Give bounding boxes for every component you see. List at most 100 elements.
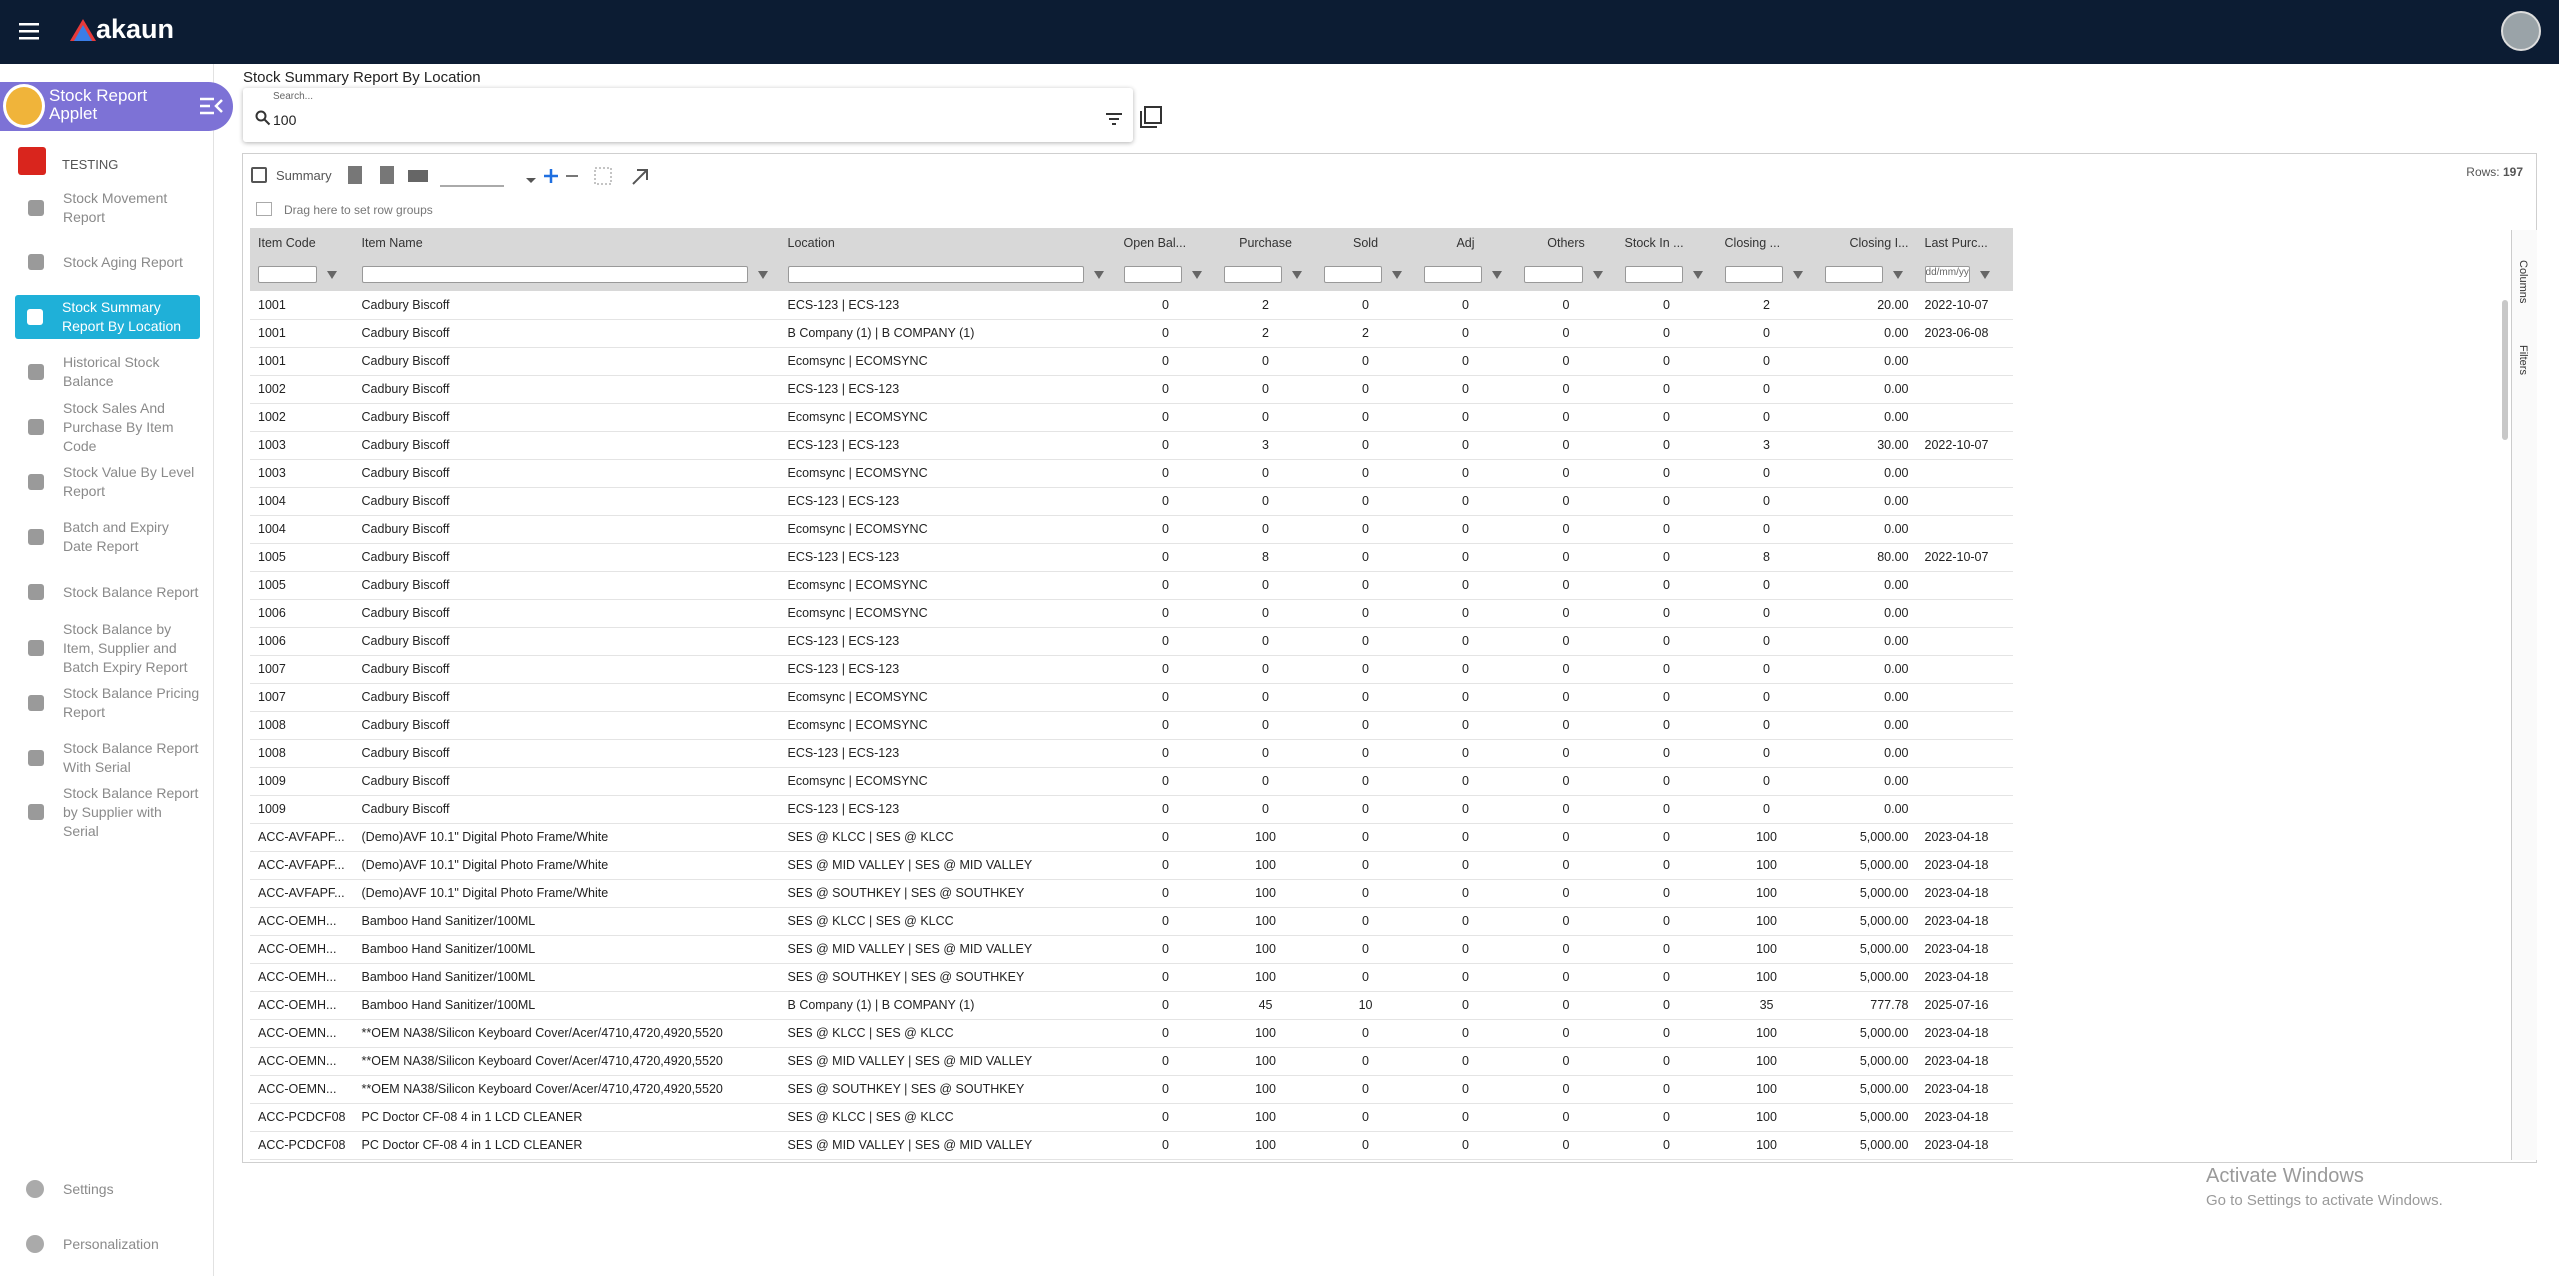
table-row[interactable]: 1006 Cadbury Biscoff Ecomsync | ECOMSYNC 0 0… xyxy=(250,599,2013,627)
table-row[interactable]: ACC-OEMH... Bamboo Hand Sanitizer/100ML SE… xyxy=(250,963,2013,991)
side-tab[interactable]: Columns xyxy=(2517,260,2529,304)
sidebar-footer-item[interactable]: Personalization xyxy=(14,1232,200,1256)
filter-input[interactable] xyxy=(1223,266,1283,283)
table-row[interactable]: 1005 Cadbury Biscoff Ecomsync | ECOMSYNC 0 0… xyxy=(250,571,2013,599)
table-row[interactable]: 1009 Cadbury Biscoff Ecomsync | ECOMSYNC 0 0… xyxy=(250,767,2013,795)
column-header[interactable]: Stock In ... xyxy=(1616,228,1717,258)
table-row[interactable]: 1001 Cadbury Biscoff ECS-123 | ECS-123 0 2 0 0… xyxy=(250,291,2013,319)
column-header[interactable]: Closing ... xyxy=(1716,228,1817,258)
table-row[interactable]: 1008 Cadbury Biscoff ECS-123 | ECS-123 0 0 0 0… xyxy=(250,739,2013,767)
filter-icon[interactable] xyxy=(1979,270,1990,279)
table-cell: Cadbury Biscoff xyxy=(361,606,450,620)
table-row[interactable]: 1002 Cadbury Biscoff ECS-123 | ECS-123 0 0 0 0… xyxy=(250,375,2013,403)
menu-button[interactable] xyxy=(19,22,41,40)
table-row[interactable]: ACC-PCDCF08 PC Doctor CF-08 4 in 1 LCD CL… xyxy=(250,1103,2013,1131)
column-header[interactable]: Adj xyxy=(1415,228,1516,258)
avatar[interactable] xyxy=(2501,11,2541,51)
column-header[interactable]: Last Purc... xyxy=(1916,228,2013,258)
filter-input[interactable] xyxy=(258,266,317,283)
table-row[interactable]: 1003 Cadbury Biscoff ECS-123 | ECS-123 0 3 0 0… xyxy=(250,431,2013,459)
date-filter[interactable]: dd/mm/yyyy xyxy=(1924,266,1970,283)
column-header[interactable]: Sold xyxy=(1315,228,1416,258)
filter-icon[interactable] xyxy=(1392,270,1403,279)
table-row[interactable]: 1002 Cadbury Biscoff Ecomsync | ECOMSYNC 0 0… xyxy=(250,403,2013,431)
filter-input[interactable] xyxy=(1323,266,1383,283)
column-header[interactable]: Others xyxy=(1515,228,1617,258)
table-row[interactable]: 1007 Cadbury Biscoff Ecomsync | ECOMSYNC 0 0… xyxy=(250,683,2013,711)
table-cell: 0 xyxy=(1462,1082,1469,1096)
filter-icon[interactable] xyxy=(1192,270,1203,279)
summary-checkbox[interactable] xyxy=(251,167,267,183)
filter-icon[interactable] xyxy=(1593,270,1604,279)
table-cell: 100 xyxy=(1255,1082,1276,1096)
table-row[interactable]: ACC-PCDCF08 PC Doctor CF-08 4 in 1 LCD CL… xyxy=(250,1131,2013,1159)
filter-button[interactable] xyxy=(1106,113,1122,125)
filter-input[interactable] xyxy=(1423,266,1483,283)
filter-input[interactable] xyxy=(1523,266,1584,283)
menu-item[interactable]: Stock Sales And Purchase By Item Code xyxy=(14,400,200,454)
table-row[interactable]: ACC-AVFAPF... (Demo)AVF 10.1" Digital Pho… xyxy=(250,879,2013,907)
menu-item[interactable]: Stock Balance Report by Supplier with Se… xyxy=(14,785,200,839)
filter-icon[interactable] xyxy=(1292,270,1303,279)
filter-icon[interactable] xyxy=(1893,270,1904,279)
filter-icon[interactable] xyxy=(1492,270,1503,279)
table-row[interactable]: ACC-OEMN... **OEM NA38/Silicon Keyboard C… xyxy=(250,1047,2013,1075)
export-button[interactable] xyxy=(1140,106,1162,128)
menu-item[interactable]: Historical Stock Balance xyxy=(14,350,200,394)
table-row[interactable]: 1004 Cadbury Biscoff ECS-123 | ECS-123 0 0 0 0… xyxy=(250,487,2013,515)
table-row[interactable]: 1006 Cadbury Biscoff ECS-123 | ECS-123 0 0 0 0… xyxy=(250,627,2013,655)
column-header[interactable]: Item Code xyxy=(250,228,354,258)
filter-input[interactable] xyxy=(1624,266,1684,283)
column-header[interactable]: Location xyxy=(779,228,1116,258)
menu-item[interactable]: Stock Summary Report By Location xyxy=(15,295,200,339)
menu-item[interactable]: Stock Balance Report With Serial xyxy=(14,736,200,780)
table-row[interactable]: ACC-OEMN... **OEM NA38/Silicon Keyboard C… xyxy=(250,1075,2013,1103)
table-row[interactable]: 1005 Cadbury Biscoff ECS-123 | ECS-123 0 8 0 0… xyxy=(250,543,2013,571)
menu-item[interactable]: Stock Movement Report xyxy=(14,186,200,230)
sidebar-footer-item[interactable]: Settings xyxy=(14,1177,200,1201)
table-row[interactable]: 1003 Cadbury Biscoff Ecomsync | ECOMSYNC 0 0… xyxy=(250,459,2013,487)
table-cell: 0 xyxy=(1362,494,1369,508)
table-cell: 0 xyxy=(1162,886,1169,900)
table-row[interactable]: ACC-OEMH... Bamboo Hand Sanitizer/100ML SE… xyxy=(250,935,2013,963)
filter-icon[interactable] xyxy=(327,270,337,279)
table-row[interactable]: 1001 Cadbury Biscoff B Company (1) | B COM… xyxy=(250,319,2013,347)
filter-input[interactable] xyxy=(361,266,748,283)
table-row[interactable]: 1001 Cadbury Biscoff Ecomsync | ECOMSYNC 0 0… xyxy=(250,347,2013,375)
menu-item[interactable]: Stock Balance Report xyxy=(14,570,200,614)
table-cell: 0 xyxy=(1763,494,1770,508)
filter-input[interactable] xyxy=(1724,266,1784,283)
table-cell: 0 xyxy=(1663,858,1670,872)
table-row[interactable]: 1009 Cadbury Biscoff ECS-123 | ECS-123 0 0 0 0… xyxy=(250,795,2013,823)
table-cell: 0 xyxy=(1462,886,1469,900)
menu-item[interactable]: Stock Balance Pricing Report xyxy=(14,681,200,725)
scrollbar[interactable] xyxy=(2502,300,2508,440)
table-row[interactable]: 1004 Cadbury Biscoff Ecomsync | ECOMSYNC 0 0… xyxy=(250,515,2013,543)
collapse-button[interactable] xyxy=(200,96,224,116)
menu-item[interactable]: Stock Value By Level Report xyxy=(14,460,200,504)
filter-icon[interactable] xyxy=(1693,270,1704,279)
table-row[interactable]: ACC-OEMH... Bamboo Hand Sanitizer/100ML B … xyxy=(250,991,2013,1019)
filter-input[interactable] xyxy=(787,266,1084,283)
menu-item[interactable]: Stock Balance by Item, Supplier and Batc… xyxy=(14,621,200,675)
column-header[interactable]: Item Name xyxy=(353,228,780,258)
table-row[interactable]: 1008 Cadbury Biscoff Ecomsync | ECOMSYNC 0 0… xyxy=(250,711,2013,739)
table-row[interactable]: ACC-AVFAPF... (Demo)AVF 10.1" Digital Pho… xyxy=(250,851,2013,879)
table-row[interactable]: ACC-OEMH... Bamboo Hand Sanitizer/100ML SE… xyxy=(250,907,2013,935)
side-tab[interactable]: Filters xyxy=(2517,345,2529,375)
table-row[interactable]: 1007 Cadbury Biscoff ECS-123 | ECS-123 0 0 0 0… xyxy=(250,655,2013,683)
column-header[interactable]: Purchase xyxy=(1215,228,1316,258)
table-row[interactable]: ACC-OEMN... **OEM NA38/Silicon Keyboard C… xyxy=(250,1019,2013,1047)
menu-item[interactable]: Stock Aging Report xyxy=(14,240,200,284)
filter-input[interactable] xyxy=(1123,266,1183,283)
column-header[interactable]: Closing I... xyxy=(1816,228,1917,258)
filter-input[interactable] xyxy=(1824,266,1884,283)
filter-icon[interactable] xyxy=(757,270,768,279)
column-header[interactable]: Open Bal... xyxy=(1115,228,1216,258)
table-row[interactable]: ACC-AVFAPF... (Demo)AVF 10.1" Digital Pho… xyxy=(250,823,2013,851)
filter-icon[interactable] xyxy=(1093,270,1104,279)
search-box[interactable]: Search... 100 xyxy=(243,88,1133,142)
menu-item[interactable]: Batch and Expiry Date Report xyxy=(14,515,200,559)
filter-icon[interactable] xyxy=(1793,270,1804,279)
toolbar-icons[interactable] xyxy=(346,164,656,188)
